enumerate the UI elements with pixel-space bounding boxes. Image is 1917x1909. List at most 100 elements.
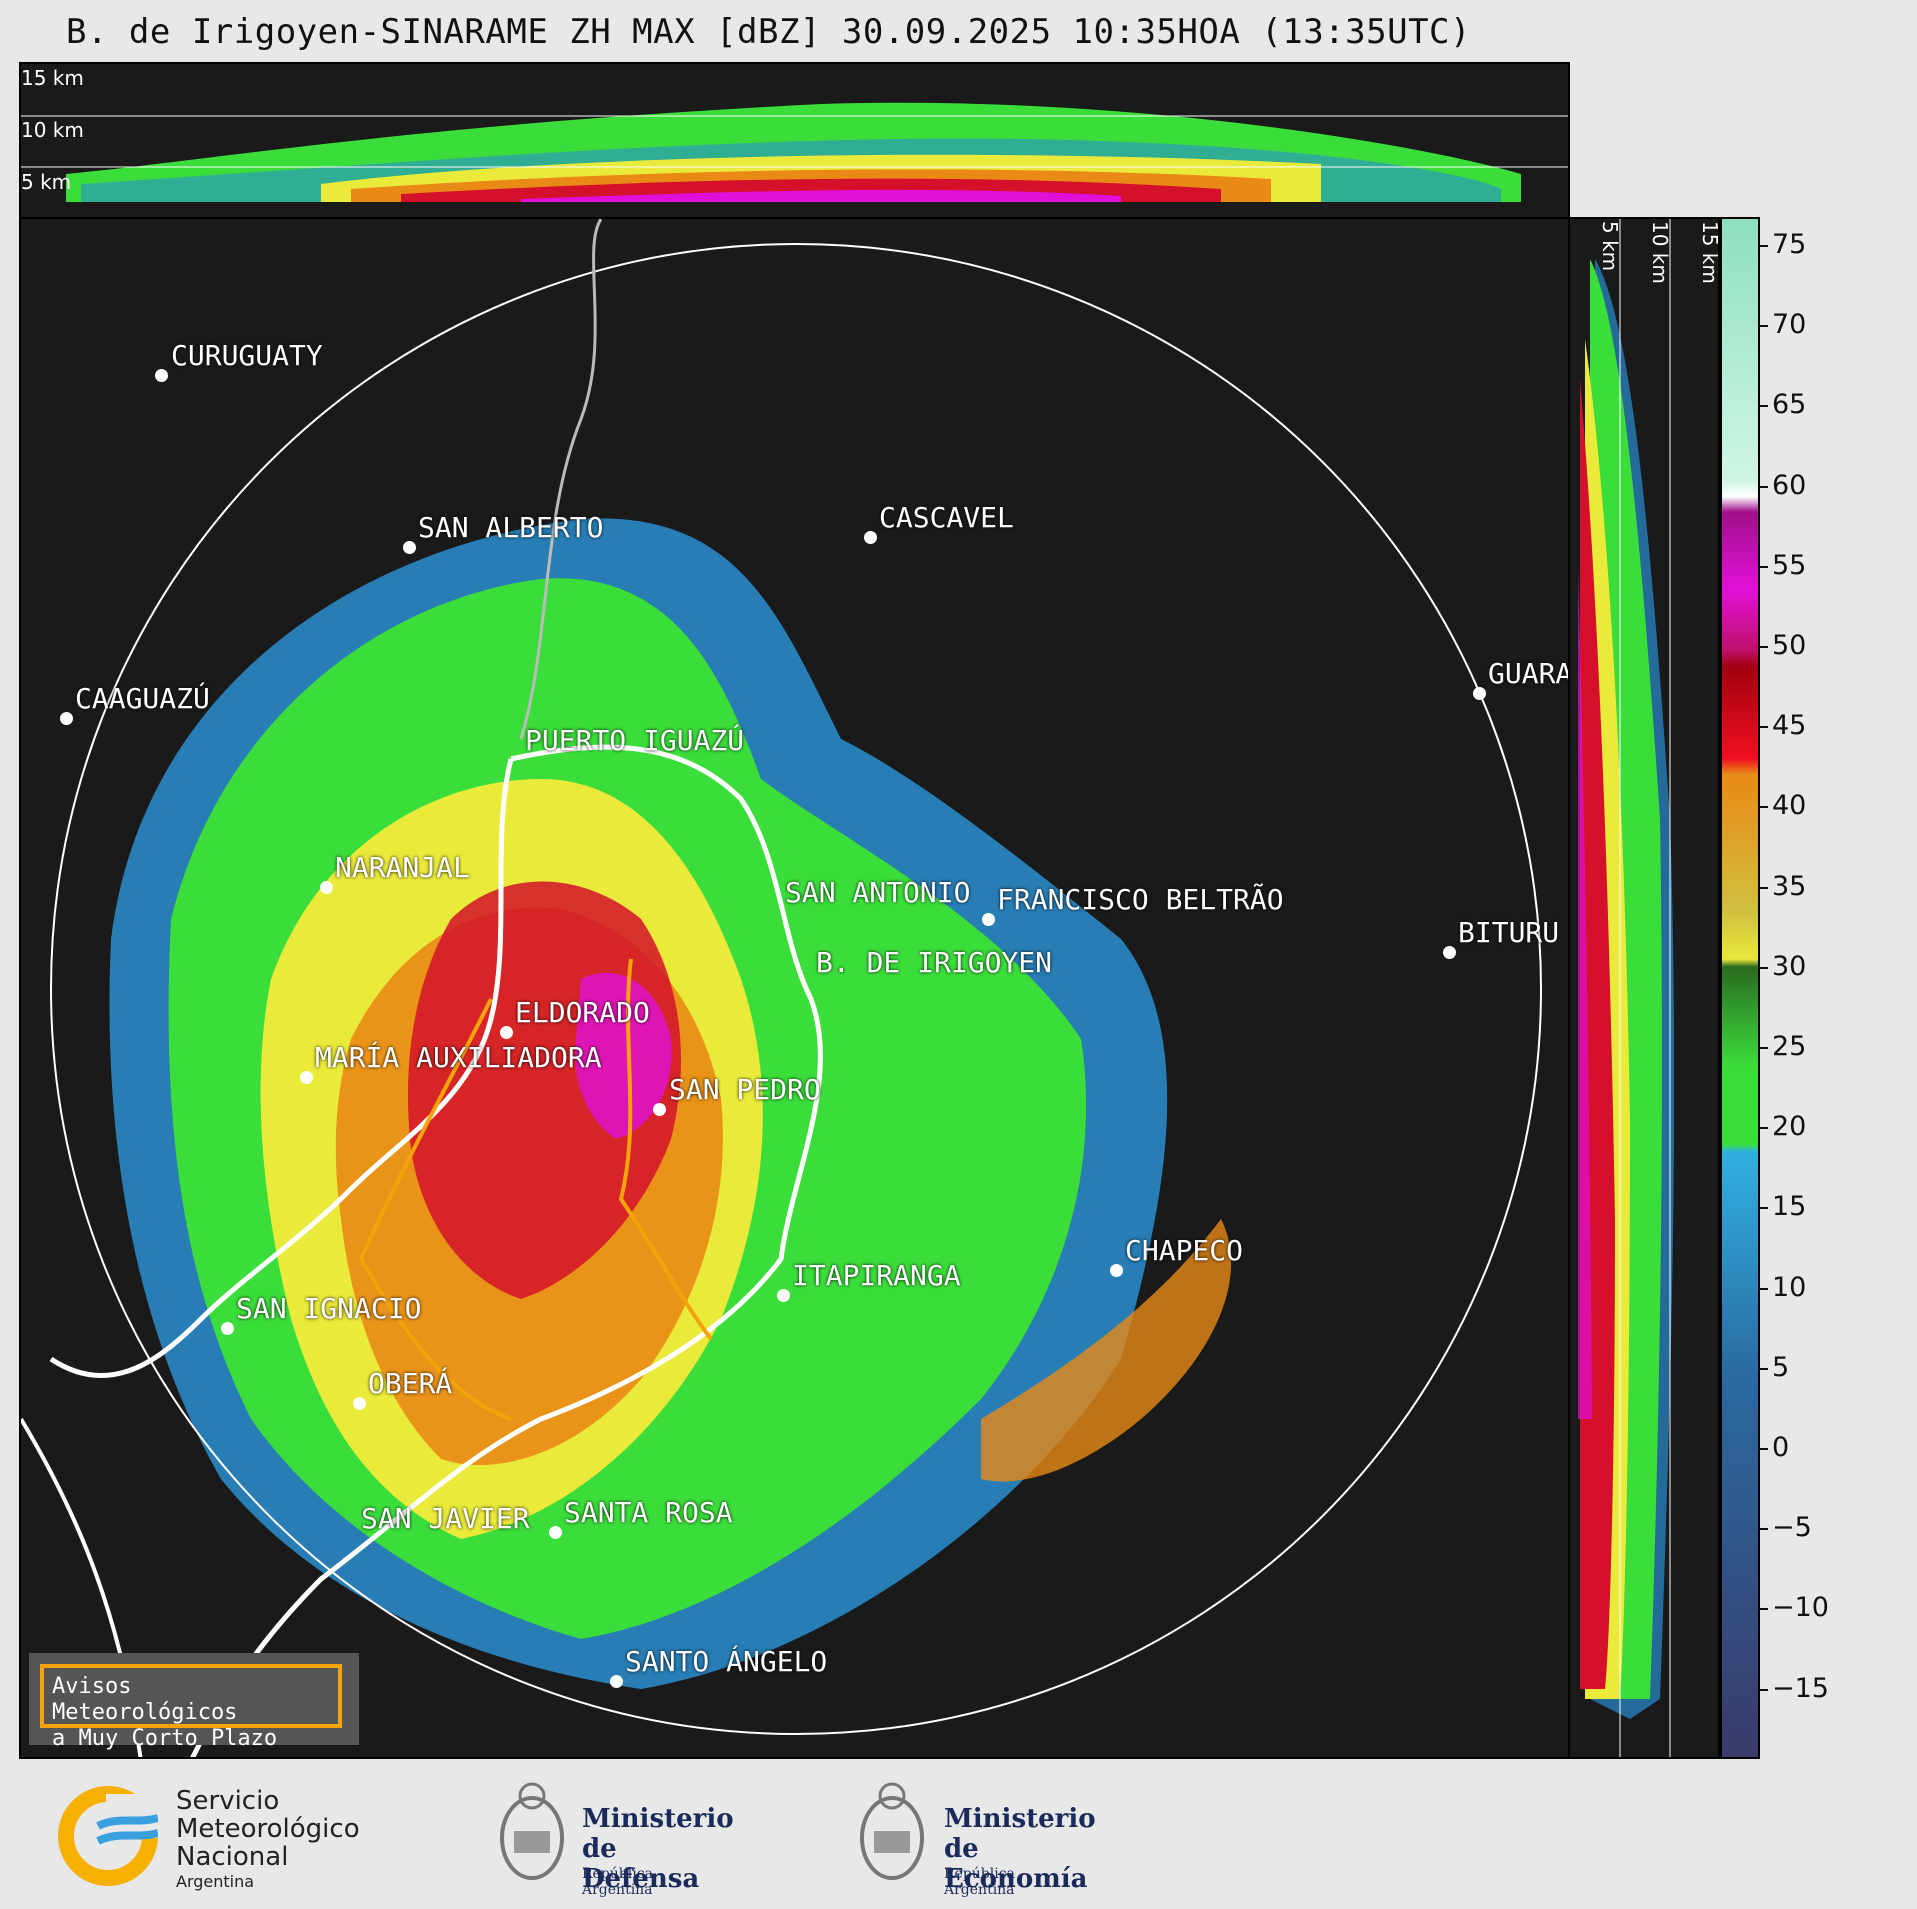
- economia-logo: Ministerio de Economía República Argenti…: [854, 1776, 1096, 1900]
- colorbar-tick-mark: [1759, 1688, 1768, 1691]
- colorbar-tick-mark: [1759, 1367, 1768, 1370]
- warning-line-2: a Muy Corto Plazo: [52, 1726, 278, 1751]
- city-label-eldorado: ELDORADO: [515, 996, 650, 1029]
- economia-line3: República Argentina: [944, 1866, 1015, 1898]
- city-label-santa-rosa: SANTA ROSA: [564, 1496, 733, 1529]
- colorbar-tick-label: 50: [1772, 630, 1807, 661]
- colorbar-tick-mark: [1759, 1047, 1768, 1049]
- city-label-obera: OBERÁ: [368, 1367, 453, 1400]
- colorbar-tick-mark: [1759, 245, 1768, 247]
- defensa-line1: Ministerio: [582, 1804, 734, 1834]
- colorbar-tick-mark: [1759, 325, 1768, 328]
- smn-line3: Nacional: [176, 1842, 289, 1872]
- colorbar-tick-label: 65: [1772, 389, 1807, 421]
- city-label-cascavel: CASCAVEL: [879, 501, 1014, 534]
- city-dot: [155, 369, 168, 382]
- city-dot: [221, 1322, 234, 1335]
- colorbar-tick-label: −5: [1772, 1512, 1812, 1544]
- colorbar-tick-label: −10: [1772, 1592, 1829, 1624]
- colorbar-tick-label: 35: [1772, 870, 1807, 902]
- height-label-10km: 10 km: [21, 118, 84, 142]
- smn-logo: Servicio Meteorológico Nacional Argentin…: [58, 1786, 360, 1891]
- colorbar-tick-label: 70: [1772, 309, 1807, 341]
- radar-map: CURUGUATY SAN ALBERTO CASCAVEL CAAGUAZÚ …: [19, 217, 1570, 1759]
- defensa-line3: República Argentina: [582, 1866, 653, 1898]
- city-dot: [777, 1289, 790, 1302]
- city-dot: [610, 1675, 623, 1688]
- city-dot: [500, 1026, 513, 1039]
- colorbar-tick-mark: [1759, 886, 1768, 889]
- warning-box-frame: Avisos Meteorológicos a Muy Corto Plazo: [40, 1664, 342, 1751]
- radar-map-svg: [21, 219, 1542, 1757]
- vheight-label-10km: 10 km: [1648, 221, 1672, 284]
- colorbar-tick-label: 10: [1772, 1271, 1807, 1303]
- colorbar-tick-label: 75: [1772, 229, 1807, 260]
- city-label-san-alberto: SAN ALBERTO: [418, 511, 604, 544]
- economia-line1: Ministerio: [944, 1804, 1096, 1834]
- city-dot: [982, 913, 995, 926]
- smn-line4: Argentina: [176, 1872, 255, 1891]
- city-dot: [1110, 1264, 1123, 1277]
- map-title: B. de Irigoyen-SINARAME ZH MAX [dBZ] 30.…: [66, 12, 1471, 52]
- city-label-caaguazu: CAAGUAZÚ: [75, 682, 210, 715]
- city-label-san-pedro: SAN PEDRO: [669, 1073, 821, 1106]
- colorbar-tick-mark: [1759, 565, 1768, 568]
- city-dot: [403, 541, 416, 554]
- top-cross-section: 15 km 10 km 5 km: [19, 62, 1570, 219]
- colorbar-tick-label: 15: [1772, 1191, 1807, 1223]
- colorbar-tick-label: 5: [1772, 1351, 1790, 1383]
- economia-seal-icon: [860, 1782, 924, 1880]
- city-label-san-javier: SAN JAVIER: [361, 1502, 530, 1535]
- city-dot: [60, 712, 73, 725]
- city-label-naranjal: NARANJAL: [335, 851, 470, 884]
- colorbar-tick-label: 40: [1772, 790, 1807, 822]
- colorbar-tick-mark: [1759, 1127, 1768, 1130]
- city-dot: [864, 531, 877, 544]
- height-label-15km: 15 km: [21, 66, 84, 90]
- smn-line1: Servicio: [176, 1786, 280, 1816]
- colorbar-tick-mark: [1759, 405, 1768, 408]
- city-dot: [320, 881, 333, 894]
- colorbar-tick-mark: [1759, 1287, 1768, 1290]
- height-label-5km: 5 km: [21, 170, 72, 194]
- city-label-b-de-irigoyen: B. DE IRIGOYEN: [816, 946, 1053, 979]
- colorbar-tick-label: 20: [1772, 1111, 1807, 1143]
- colorbar-tick-mark: [1759, 1448, 1768, 1450]
- city-label-san-ignacio: SAN IGNACIO: [236, 1292, 422, 1325]
- colorbar-tick-mark: [1759, 726, 1768, 729]
- colorbar-tick-label: 60: [1772, 469, 1807, 501]
- colorbar-tick-mark: [1759, 806, 1768, 809]
- colorbar-tick-label: 45: [1772, 710, 1807, 742]
- city-dot: [653, 1103, 666, 1116]
- defensa-logo: Ministerio de Defensa República Argentin…: [494, 1776, 734, 1900]
- city-dot: [1443, 946, 1456, 959]
- city-label-san-antonio: SAN ANTONIO: [785, 876, 971, 909]
- colorbar-tick-label: 55: [1772, 549, 1807, 581]
- warning-box: Avisos Meteorológicos a Muy Corto Plazo: [29, 1653, 359, 1751]
- city-label-guara: GUARA: [1488, 657, 1570, 690]
- colorbar-tick-mark: [1759, 1528, 1768, 1531]
- colorbar-tick-mark: [1759, 1608, 1768, 1611]
- city-dot: [549, 1526, 562, 1539]
- city-label-itapiranga: ITAPIRANGA: [792, 1259, 961, 1292]
- city-dot: [1473, 687, 1486, 700]
- city-label-curuguaty: CURUGUATY: [171, 339, 323, 372]
- colorbar-tick-label: 25: [1772, 1031, 1807, 1062]
- smn-logo-icon: [58, 1786, 160, 1886]
- smn-line2: Meteorológico: [176, 1814, 360, 1844]
- vheight-label-15km: 15 km: [1698, 221, 1720, 284]
- city-label-santo-angelo: SANTO ÁNGELO: [625, 1645, 828, 1678]
- city-label-maria-auxiliadora: MARÍA AUXILIADORA: [315, 1041, 602, 1074]
- economia-line2: de Economía: [944, 1834, 1088, 1894]
- city-label-chapeco: CHAPECO: [1125, 1234, 1244, 1267]
- colorbar-tick-mark: [1759, 485, 1768, 488]
- colorbar-tick-mark: [1759, 966, 1768, 969]
- colorbar: [1720, 217, 1760, 1759]
- colorbar-tick-label: 0: [1772, 1432, 1790, 1463]
- colorbar-tick-label: 30: [1772, 950, 1807, 982]
- defensa-seal-icon: [500, 1782, 564, 1880]
- right-cross-section: 5 km 10 km 15 km: [1568, 217, 1720, 1759]
- colorbar-tick-mark: [1759, 646, 1768, 648]
- defensa-line2: de Defensa: [582, 1834, 700, 1894]
- city-label-puerto-iguazu: PUERTO IGUAZÚ: [525, 724, 745, 757]
